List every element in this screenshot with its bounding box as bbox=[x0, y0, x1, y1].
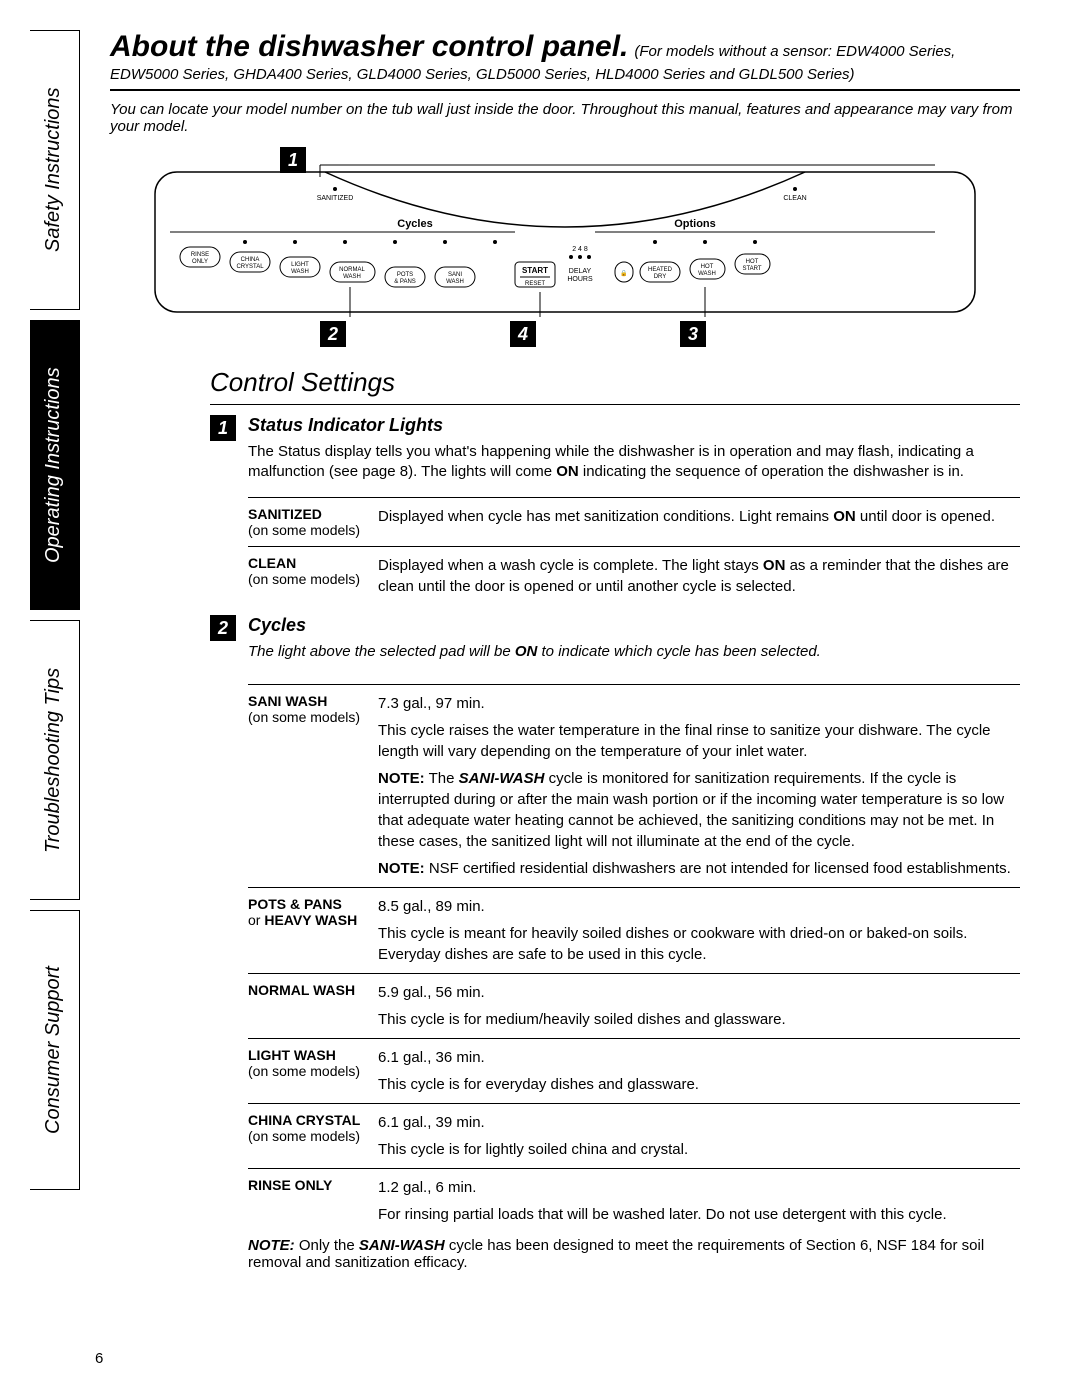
svg-text:Cycles: Cycles bbox=[397, 218, 432, 230]
section-heading: Control Settings bbox=[210, 367, 1020, 398]
svg-text:WASH: WASH bbox=[291, 269, 309, 275]
svg-text:SANI: SANI bbox=[448, 272, 462, 278]
svg-text:HOURS: HOURS bbox=[567, 276, 593, 283]
tab-safety: Safety Instructions bbox=[30, 30, 80, 310]
block-status-lights: 1 Status Indicator Lights The Status dis… bbox=[210, 415, 1020, 483]
svg-text:HEATED: HEATED bbox=[648, 267, 673, 273]
svg-text:START: START bbox=[522, 266, 548, 275]
callout-2: 2 bbox=[320, 321, 346, 347]
svg-text:RESET: RESET bbox=[525, 281, 545, 287]
block-note: The light above the selected pad will be… bbox=[248, 642, 1020, 662]
block-num-2: 2 bbox=[210, 615, 236, 641]
svg-text:CLEAN: CLEAN bbox=[783, 195, 806, 202]
tab-troubleshooting: Troubleshooting Tips bbox=[30, 620, 80, 900]
tab-operating: Operating Instructions bbox=[30, 320, 80, 610]
svg-text:WASH: WASH bbox=[698, 271, 716, 277]
table-row: SANITIZED(on some models) Displayed when… bbox=[248, 497, 1020, 546]
svg-text:Options: Options bbox=[674, 218, 716, 230]
block-cycles: 2 Cycles The light above the selected pa… bbox=[210, 615, 1020, 670]
intro-text: You can locate your model number on the … bbox=[110, 101, 1020, 135]
control-panel-diagram: 1 SANITIZED CLEAN Cycles Options RINSEON… bbox=[110, 147, 1020, 347]
table-row: SANI WASH(on some models) 7.3 gal., 97 m… bbox=[248, 684, 1020, 887]
cycles-table: SANI WASH(on some models) 7.3 gal., 97 m… bbox=[248, 684, 1020, 1233]
divider bbox=[110, 89, 1020, 91]
svg-text:RINSE: RINSE bbox=[191, 252, 209, 258]
tab-consumer: Consumer Support bbox=[30, 910, 80, 1190]
svg-text:HOT: HOT bbox=[701, 264, 714, 270]
page-number: 6 bbox=[95, 1350, 103, 1367]
table-row: LIGHT WASH(on some models) 6.1 gal., 36 … bbox=[248, 1038, 1020, 1103]
table-row: NORMAL WASH 5.9 gal., 56 min.This cycle … bbox=[248, 973, 1020, 1038]
svg-text:CRYSTAL: CRYSTAL bbox=[236, 264, 264, 270]
svg-text:🔒: 🔒 bbox=[620, 269, 627, 277]
callout-4: 4 bbox=[510, 321, 536, 347]
block-num-1: 1 bbox=[210, 415, 236, 441]
svg-text:LIGHT: LIGHT bbox=[291, 262, 309, 268]
svg-text:POTS: POTS bbox=[397, 272, 413, 278]
page-title: About the dishwasher control panel. bbox=[110, 30, 628, 64]
svg-text:WASH: WASH bbox=[343, 274, 361, 280]
svg-text:DELAY: DELAY bbox=[569, 268, 592, 275]
divider bbox=[210, 404, 1020, 405]
svg-text:HOT: HOT bbox=[746, 259, 759, 265]
svg-text:& PANS: & PANS bbox=[394, 279, 416, 285]
callout-1: 1 bbox=[280, 147, 306, 173]
page-subtitle: (For models without a sensor: EDW4000 Se… bbox=[634, 43, 955, 60]
side-tabs: Safety Instructions Operating Instructio… bbox=[30, 30, 80, 1200]
svg-text:2 4 8: 2 4 8 bbox=[572, 246, 588, 253]
table-row: POTS & PANSor HEAVY WASH 8.5 gal., 89 mi… bbox=[248, 887, 1020, 973]
svg-text:CHINA: CHINA bbox=[241, 257, 260, 263]
svg-text:START: START bbox=[742, 266, 761, 272]
status-table: SANITIZED(on some models) Displayed when… bbox=[248, 497, 1020, 605]
table-row: CHINA CRYSTAL(on some models) 6.1 gal., … bbox=[248, 1103, 1020, 1168]
svg-text:SANITIZED: SANITIZED bbox=[317, 195, 354, 202]
page-subtitle2: EDW5000 Series, GHDA400 Series, GLD4000 … bbox=[110, 66, 1020, 83]
svg-text:NORMAL: NORMAL bbox=[339, 267, 365, 273]
svg-text:WASH: WASH bbox=[446, 279, 464, 285]
svg-text:ONLY: ONLY bbox=[192, 259, 208, 265]
block-intro: The Status display tells you what's happ… bbox=[248, 442, 1020, 483]
footnote: NOTE: Only the SANI-WASH cycle has been … bbox=[248, 1237, 1020, 1271]
svg-text:DRY: DRY bbox=[654, 274, 667, 280]
callout-3: 3 bbox=[680, 321, 706, 347]
block-heading: Status Indicator Lights bbox=[248, 415, 1020, 436]
block-heading: Cycles bbox=[248, 615, 1020, 636]
table-row: CLEAN(on some models) Displayed when a w… bbox=[248, 546, 1020, 605]
table-row: RINSE ONLY 1.2 gal., 6 min.For rinsing p… bbox=[248, 1168, 1020, 1233]
